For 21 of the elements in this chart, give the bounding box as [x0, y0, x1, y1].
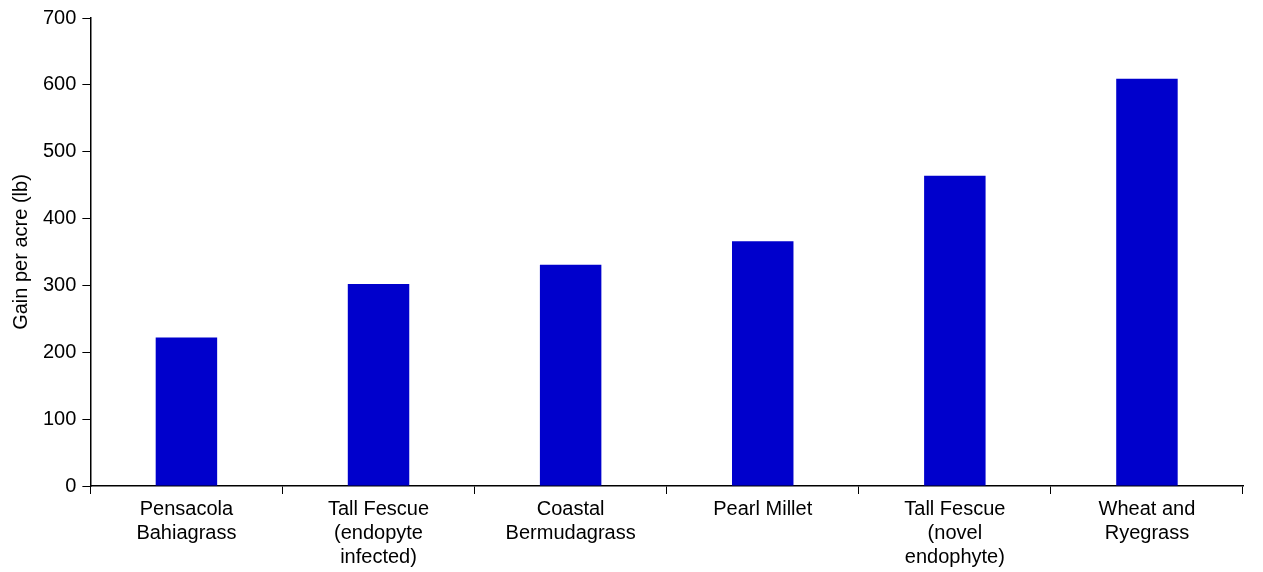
- y-tick-label: 600: [42, 72, 77, 95]
- bar: [1116, 78, 1178, 486]
- bar: [539, 264, 602, 486]
- y-tick-label: 500: [42, 139, 77, 162]
- y-axis-title: Gain per acre (lb): [8, 174, 31, 330]
- x-tick-label: Tall Fescue (endopyte infected): [327, 496, 430, 567]
- bar: [732, 241, 794, 486]
- x-tick-label: Pensacola Bahiagrass: [136, 496, 237, 543]
- x-tick-label: Tall Fescue (novel endophyte): [904, 496, 1006, 567]
- x-tick-label: Wheat and Ryegrass: [1098, 496, 1196, 543]
- x-tick-label: Coastal Bermudagrass: [505, 496, 636, 543]
- bar: [347, 284, 410, 486]
- bar: [924, 175, 986, 486]
- y-tick-label: 300: [42, 272, 77, 295]
- y-tick-label: 200: [42, 339, 77, 362]
- y-tick-label: 400: [42, 206, 77, 229]
- y-tick-label: 700: [42, 5, 77, 28]
- y-tick-label: 100: [42, 406, 77, 429]
- x-tick-label: Pearl Millet: [713, 496, 813, 519]
- bar: [155, 337, 218, 486]
- y-tick-label: 0: [65, 473, 77, 496]
